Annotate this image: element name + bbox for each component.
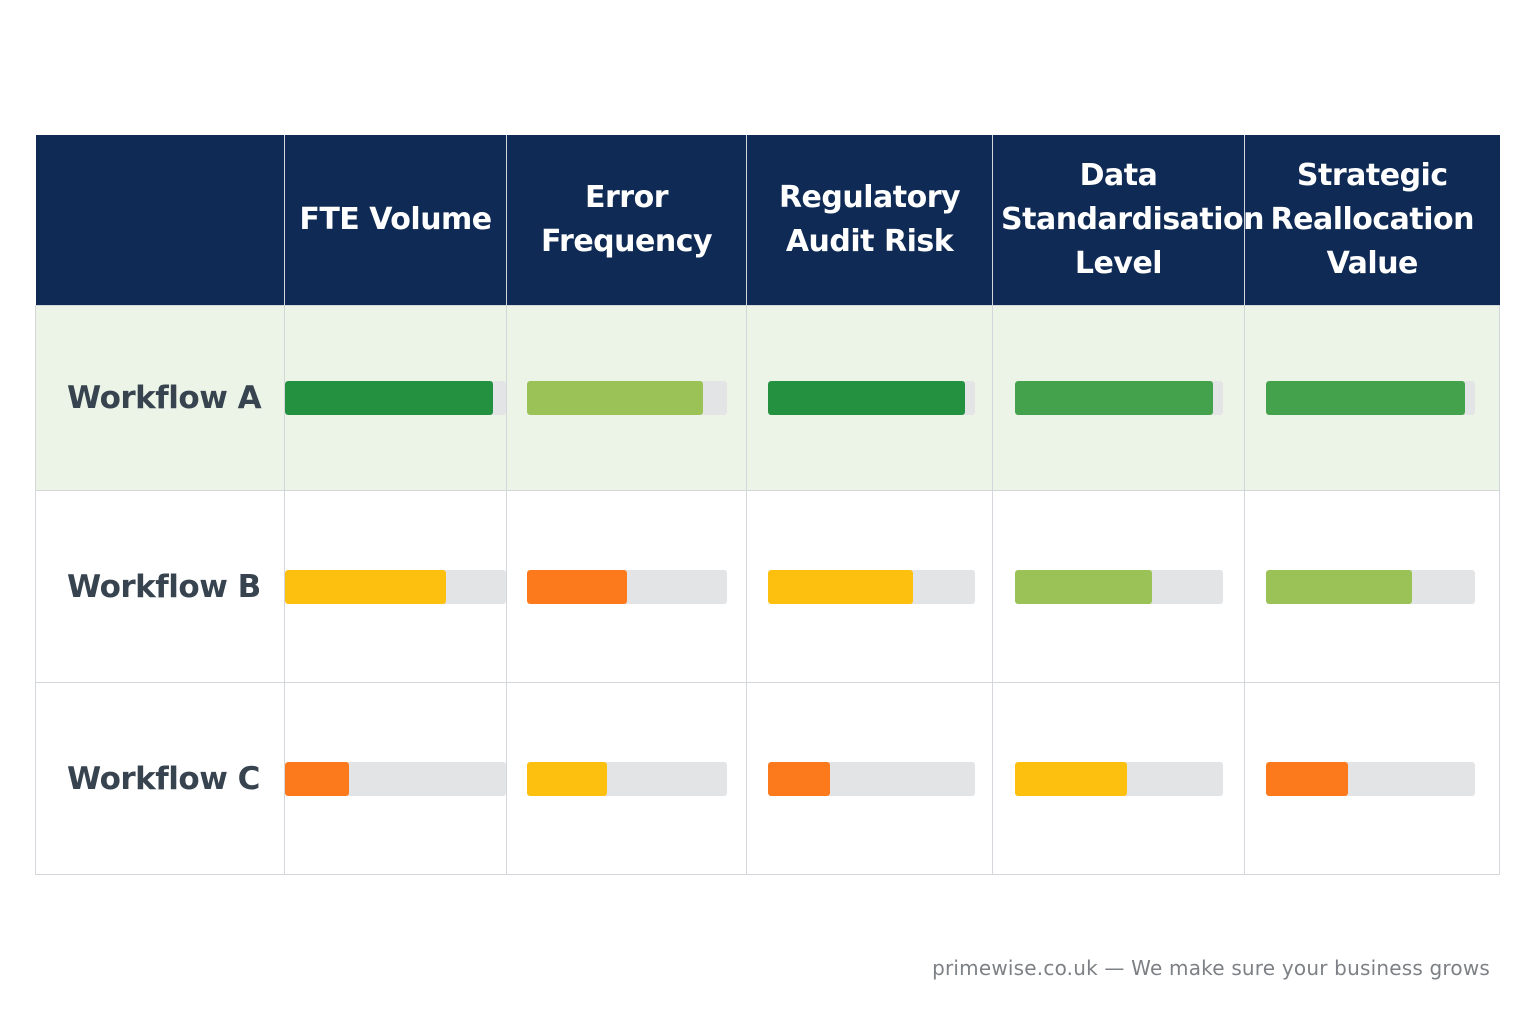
column-header-fte-volume: FTE Volume [284,135,507,306]
bar-fill [285,569,447,604]
bar-track [768,381,975,415]
bar-track [1266,381,1475,415]
bar-cell [992,305,1245,491]
column-header-error-frequency: Error Frequency [506,135,747,306]
bar-fill [1266,761,1348,796]
bar-track [1015,761,1223,796]
column-header-label: Error Frequency [540,180,713,259]
column-header-label: Strategic Reallocation Value [1270,158,1475,281]
table-row-workflow-c: Workflow C [35,682,1500,875]
bar-cell [746,490,993,683]
bar-track [527,381,727,415]
column-header-regulatory-audit-risk: Regulatory Audit Risk [746,135,993,306]
column-header-data-standardisation-level: Data Standardisation Level [992,135,1265,306]
bar-track [285,761,506,796]
row-label: Workflow A [35,305,285,491]
bar-fill [527,381,703,415]
bar-cell [284,490,507,683]
bar-track [285,569,506,604]
bar-cell [506,305,747,491]
header-row: FTE Volume Error Frequency Regulatory Au… [35,135,1500,306]
bar-track [1015,381,1223,415]
bar-fill [527,761,607,796]
bar-track [527,569,727,604]
header-corner-cell [35,135,285,306]
footer-tagline: primewise.co.uk — We make sure your busi… [932,956,1490,980]
column-header-strategic-reallocation-value: Strategic Reallocation Value [1244,135,1500,306]
column-header-label: Regulatory Audit Risk [778,180,961,259]
bar-cell [1244,490,1500,683]
bar-fill [285,381,493,415]
bar-track [1266,761,1475,796]
bar-fill [1266,381,1465,415]
bar-cell [746,682,993,875]
bar-track [285,381,506,415]
bar-fill [768,381,965,415]
bar-cell [1244,682,1500,875]
table-row-workflow-b: Workflow B [35,490,1500,683]
bar-cell [746,305,993,491]
table-row-workflow-a: Workflow A [35,305,1500,491]
column-header-label: Data Standardisation Level [1001,158,1265,281]
bar-fill [1266,569,1413,604]
bar-cell [506,682,747,875]
bar-cell [992,490,1245,683]
bar-track [1015,569,1223,604]
bar-track [1266,569,1475,604]
bar-cell [1244,305,1500,491]
bar-fill [1015,381,1213,415]
workflow-assessment-matrix: FTE Volume Error Frequency Regulatory Au… [35,135,1500,875]
bar-cell [992,682,1245,875]
bar-cell [506,490,747,683]
bar-fill [768,761,831,796]
bar-cell [284,305,507,491]
bar-fill [527,569,627,604]
column-header-label: FTE Volume [299,202,492,237]
bar-track [527,761,727,796]
bar-cell [284,682,507,875]
row-label: Workflow C [35,682,285,875]
bar-fill [1015,569,1153,604]
bar-track [768,761,975,796]
row-label: Workflow B [35,490,285,683]
bar-fill [285,761,350,796]
bar-fill [1015,761,1128,796]
bar-track [768,569,975,604]
bar-fill [768,569,913,604]
